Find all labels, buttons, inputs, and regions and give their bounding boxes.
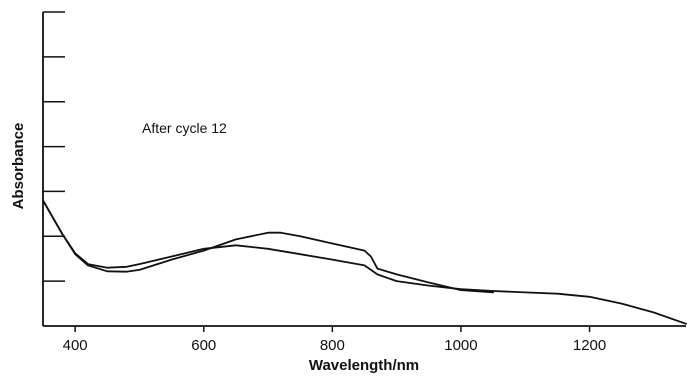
series-line-1 — [42, 199, 494, 294]
x-tick-label: 600 — [191, 337, 216, 354]
x-ticks: 400 600 800 1000 1200 — [63, 326, 606, 354]
annotation-after-cycle: After cycle 12 — [142, 120, 227, 136]
x-tick-label: 1000 — [444, 337, 477, 354]
y-axis-label: Absorbance — [10, 123, 27, 210]
series-line-2 — [42, 199, 687, 325]
y-ticks — [43, 11, 65, 282]
x-tick-label: 800 — [320, 337, 345, 354]
x-tick-label: 1200 — [573, 337, 606, 354]
x-axis-label: Wavelength/nm — [309, 357, 419, 374]
x-axis: 400 600 800 1000 1200 — [43, 325, 686, 354]
plot-area — [42, 199, 687, 325]
x-tick-label: 400 — [63, 337, 88, 354]
y-axis — [42, 11, 65, 326]
